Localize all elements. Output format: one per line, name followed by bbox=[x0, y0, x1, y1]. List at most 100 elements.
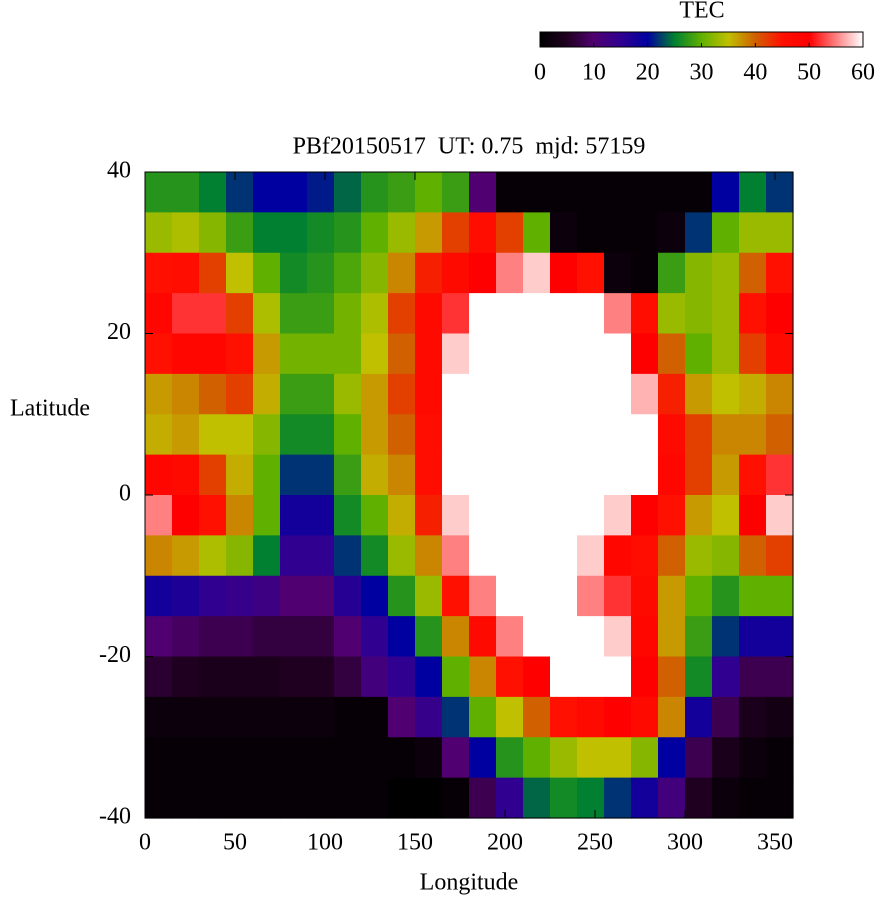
heat-cell bbox=[712, 737, 740, 779]
heat-cell bbox=[469, 777, 497, 819]
heat-cell bbox=[145, 737, 173, 779]
heat-cell bbox=[280, 696, 308, 738]
heat-cell bbox=[739, 535, 767, 577]
x-tick-label: 50 bbox=[223, 830, 247, 856]
heat-cell bbox=[442, 373, 470, 415]
heat-cell bbox=[307, 616, 335, 658]
heat-cell bbox=[685, 172, 713, 213]
heat-cell bbox=[361, 575, 389, 617]
heat-cell bbox=[334, 575, 362, 617]
heat-cell bbox=[550, 454, 578, 496]
heat-cell bbox=[145, 495, 173, 536]
heat-cell bbox=[226, 333, 254, 375]
heat-cell bbox=[550, 414, 578, 456]
heat-cell bbox=[307, 454, 335, 496]
heat-cell bbox=[658, 696, 686, 738]
heat-cell bbox=[766, 535, 794, 577]
heat-cell bbox=[226, 616, 254, 658]
heat-cell bbox=[334, 172, 362, 213]
x-tick-label: 250 bbox=[577, 830, 613, 856]
heat-cell bbox=[199, 535, 227, 577]
heat-cell bbox=[469, 737, 497, 779]
heat-cell bbox=[550, 696, 578, 738]
heat-cell bbox=[631, 333, 659, 375]
heat-cell bbox=[712, 212, 740, 254]
heat-cell bbox=[307, 172, 335, 213]
heat-cell bbox=[712, 333, 740, 375]
heat-cell bbox=[658, 616, 686, 658]
heat-cell bbox=[658, 454, 686, 496]
heat-cell bbox=[334, 616, 362, 658]
heat-cell bbox=[172, 495, 200, 536]
heat-cell bbox=[766, 212, 794, 254]
heat-cell bbox=[172, 293, 200, 335]
heat-cell bbox=[334, 737, 362, 779]
heat-cell bbox=[631, 293, 659, 335]
heat-cell bbox=[172, 414, 200, 456]
heat-cell bbox=[712, 696, 740, 738]
heat-cell bbox=[469, 414, 497, 456]
heat-cell bbox=[199, 414, 227, 456]
heat-cell bbox=[388, 575, 416, 617]
heat-cell bbox=[172, 616, 200, 658]
heat-cell bbox=[523, 454, 551, 496]
heat-cell bbox=[469, 616, 497, 658]
heat-cell bbox=[550, 172, 578, 213]
heat-cell bbox=[280, 656, 308, 698]
heat-cell bbox=[199, 777, 227, 819]
heat-cell bbox=[523, 696, 551, 738]
heat-cell bbox=[712, 777, 740, 819]
heat-cell bbox=[226, 535, 254, 577]
heat-cell bbox=[334, 495, 362, 536]
heat-cell bbox=[604, 737, 632, 779]
heat-cell bbox=[658, 373, 686, 415]
heat-cell bbox=[280, 212, 308, 254]
heat-cell bbox=[604, 616, 632, 658]
heat-cell bbox=[415, 293, 443, 335]
heat-cell bbox=[415, 656, 443, 698]
heat-cell bbox=[766, 172, 794, 213]
heat-cell bbox=[442, 172, 470, 213]
heat-cell bbox=[307, 373, 335, 415]
heat-cell bbox=[496, 616, 524, 658]
heat-cell bbox=[712, 575, 740, 617]
colorbar-tick-label: 40 bbox=[743, 60, 767, 86]
y-tick-label: -20 bbox=[99, 642, 131, 668]
heat-cell bbox=[388, 293, 416, 335]
heat-cell bbox=[334, 454, 362, 496]
heat-cell bbox=[469, 252, 497, 294]
y-tick-label: 20 bbox=[107, 319, 131, 345]
heat-cell bbox=[685, 414, 713, 456]
heat-cell bbox=[685, 495, 713, 536]
heat-cell bbox=[280, 575, 308, 617]
heat-cell bbox=[307, 696, 335, 738]
heat-cell bbox=[307, 535, 335, 577]
heat-cell bbox=[442, 616, 470, 658]
heat-cell bbox=[604, 777, 632, 819]
heat-cell bbox=[550, 495, 578, 536]
x-axis-label: Longitude bbox=[420, 870, 519, 896]
heat-cell bbox=[712, 656, 740, 698]
heat-cell bbox=[388, 333, 416, 375]
heat-cell bbox=[388, 373, 416, 415]
heat-cell bbox=[496, 293, 524, 335]
heat-cell bbox=[550, 575, 578, 617]
heat-cell bbox=[739, 373, 767, 415]
heat-cell bbox=[550, 333, 578, 375]
heat-cell bbox=[685, 373, 713, 415]
heat-cell bbox=[604, 373, 632, 415]
heat-cell bbox=[361, 656, 389, 698]
heat-cell bbox=[388, 172, 416, 213]
heat-cell bbox=[604, 454, 632, 496]
heat-cell bbox=[658, 575, 686, 617]
heat-cell bbox=[334, 656, 362, 698]
heat-cell bbox=[766, 696, 794, 738]
heat-cell bbox=[415, 373, 443, 415]
heat-cell bbox=[226, 454, 254, 496]
heat-cell bbox=[172, 172, 200, 213]
heat-cell bbox=[415, 696, 443, 738]
heat-cell bbox=[388, 454, 416, 496]
heat-cell bbox=[604, 212, 632, 254]
heat-cell bbox=[496, 656, 524, 698]
